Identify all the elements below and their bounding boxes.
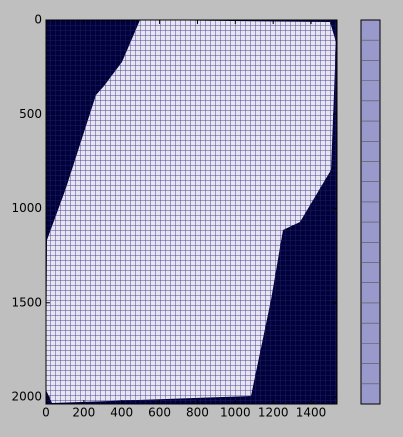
x-tick-label: 1000	[220, 406, 251, 420]
image-area	[45, 19, 338, 405]
colorbar	[360, 19, 381, 405]
x-tick-label: 0	[42, 406, 50, 420]
y-tick-label: 500	[19, 107, 42, 121]
x-tick-label: 200	[72, 406, 95, 420]
image-content	[46, 20, 336, 403]
x-tick-label: 1200	[258, 406, 289, 420]
y-tick-label: 1000	[11, 201, 42, 215]
y-tick-label: 0	[34, 13, 42, 27]
colorbar-fill	[360, 19, 381, 405]
y-tick-label: 2000	[11, 390, 42, 404]
x-tick-label: 800	[186, 406, 209, 420]
x-tick-label: 400	[110, 406, 133, 420]
y-tick-label: 1500	[11, 295, 42, 309]
x-tick-label: 1400	[296, 406, 327, 420]
x-tick-label: 600	[148, 406, 171, 420]
axes-frame	[45, 19, 338, 405]
